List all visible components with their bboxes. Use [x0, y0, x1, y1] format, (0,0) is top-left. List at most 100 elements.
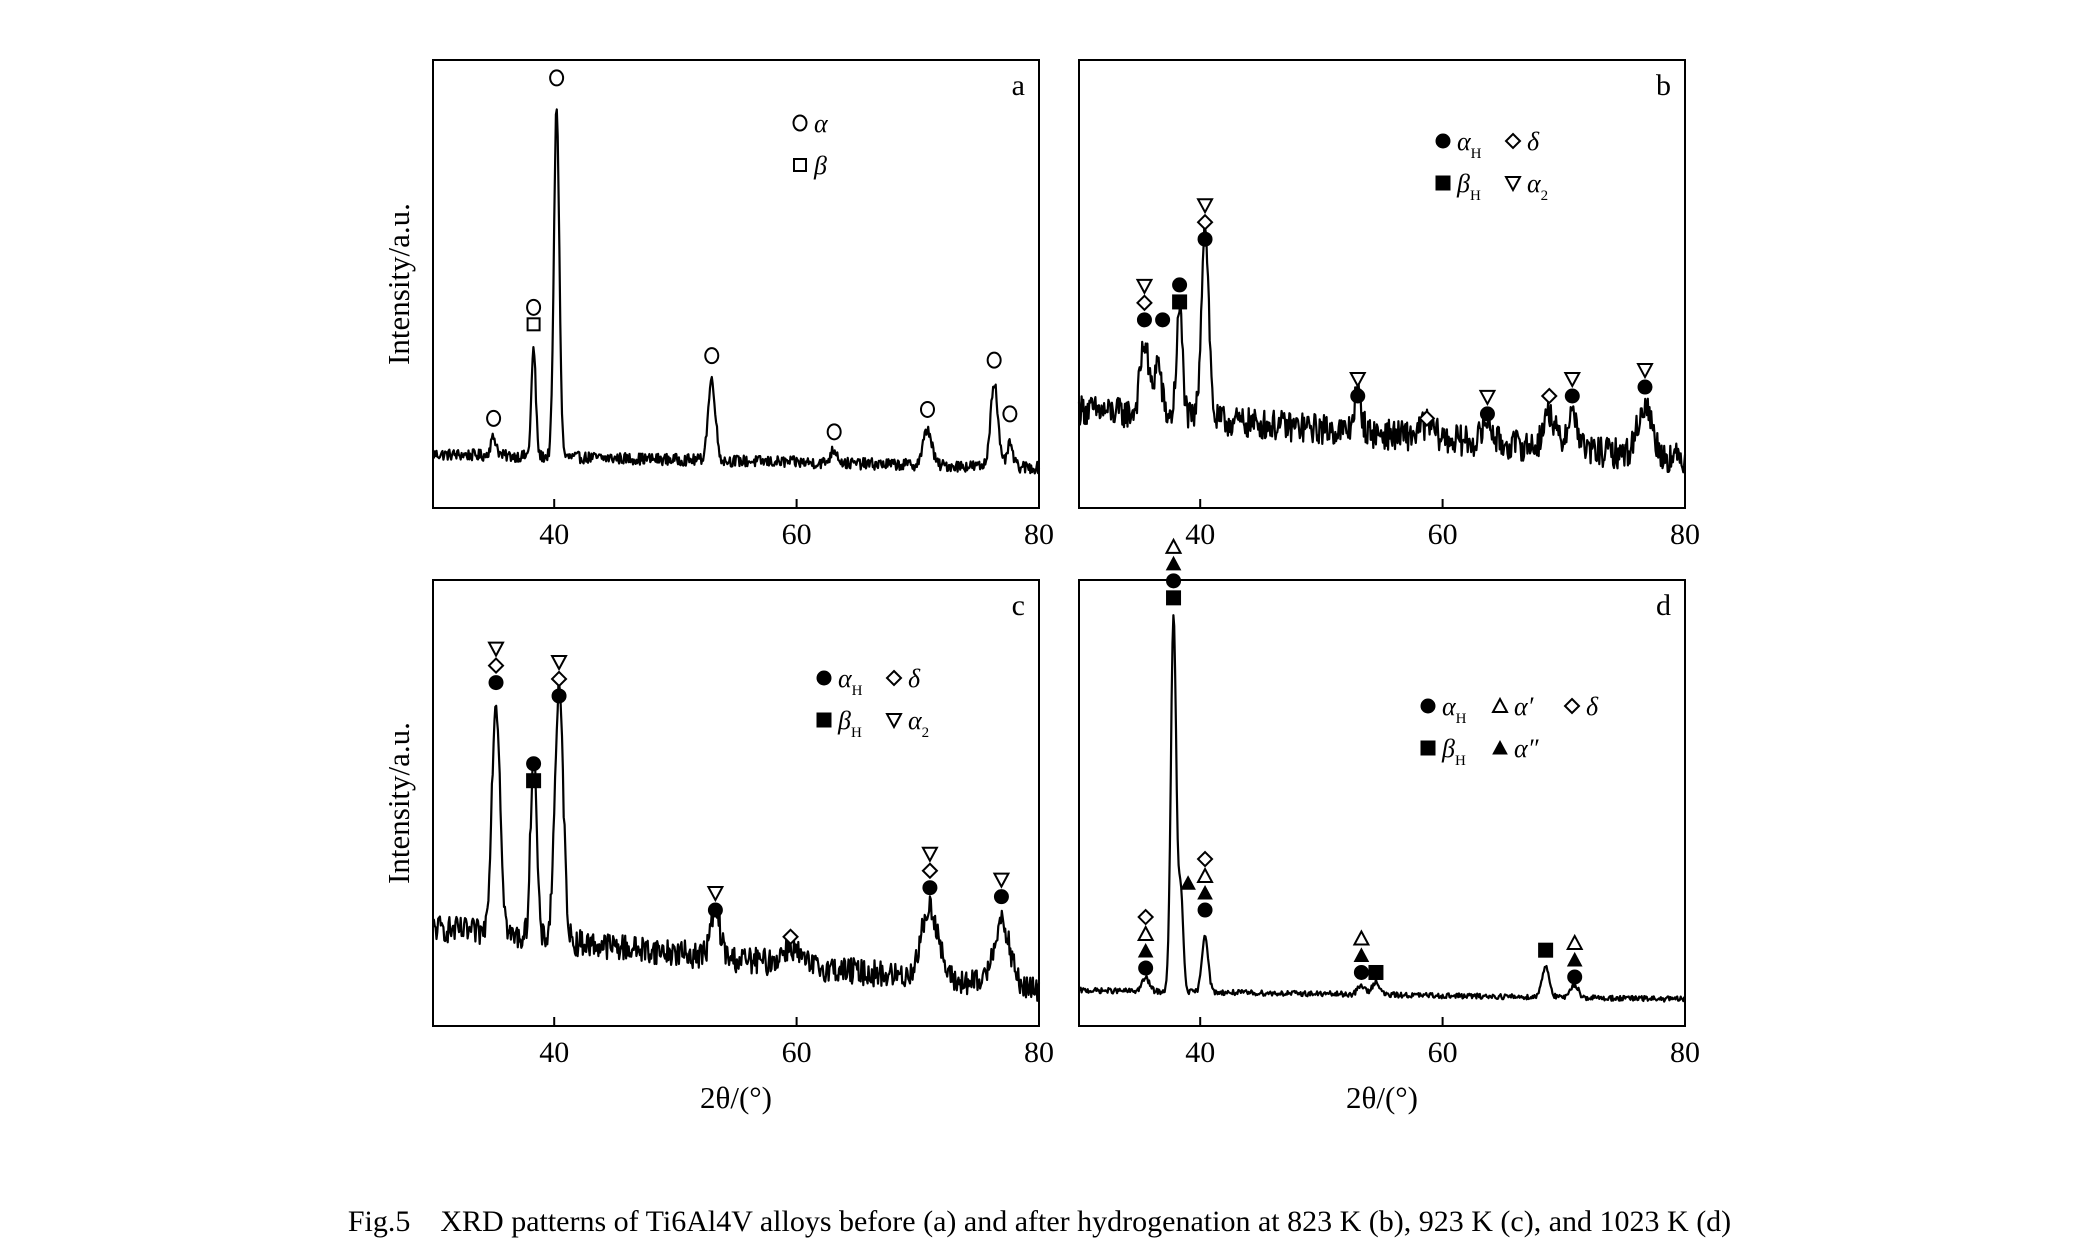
filled-circle-marker [1567, 969, 1583, 985]
peak-annotation [1349, 372, 1367, 404]
filled-triangle-up-marker [1180, 875, 1196, 890]
filled-circle-marker [1197, 231, 1213, 247]
xrd-trace [1078, 614, 1686, 1003]
filled-square-marker [1435, 175, 1451, 191]
open-diamond-marker [1136, 294, 1153, 312]
open-triangle-down-marker [706, 886, 725, 903]
open-triangle-up-marker [1136, 924, 1155, 942]
open-diamond-marker [1563, 697, 1581, 715]
y-axis-label: Intensity/a.u. [381, 722, 416, 884]
peak-annotation [1196, 850, 1214, 918]
legend-label: βH [837, 706, 862, 741]
legend-label: αH [1442, 692, 1467, 727]
legend: αβ [792, 109, 829, 180]
legend-label: α2 [1527, 169, 1548, 204]
peak-annotation [1136, 908, 1155, 976]
filled-circle-marker [1637, 379, 1653, 395]
open-diamond-marker [550, 670, 568, 688]
open-diamond-marker [1504, 132, 1522, 150]
peak-annotation [1540, 387, 1558, 405]
open-circle-marker [1002, 405, 1018, 423]
panels-group: 40 60 80 a Intensity/a.u. αβ 40 60 80 b αH δ βH α2 40 6… [381, 59, 1700, 1115]
open-circle-marker [486, 409, 502, 427]
filled-circle-marker [488, 675, 504, 691]
open-triangle-up-marker [1491, 696, 1509, 713]
plot-frame [1078, 579, 1686, 1027]
open-circle-marker [986, 351, 1002, 369]
peak-annotation [1172, 277, 1188, 310]
open-circle-marker [526, 298, 542, 316]
legend-label: αH [1457, 127, 1482, 162]
panel-letter: d [1656, 589, 1671, 622]
x-tick-label: 40 [539, 1036, 569, 1069]
x-tick-label: 80 [1024, 518, 1054, 551]
panel-b: 40 60 80 b αH δ βH α2 [1077, 59, 1700, 551]
peak-annotation [1135, 278, 1154, 328]
filled-circle-marker [1166, 573, 1182, 589]
legend-label: βH [1456, 169, 1481, 204]
open-triangle-up-marker [1566, 933, 1584, 950]
legend-label: δ [908, 664, 921, 693]
x-tick-label: 80 [1024, 1036, 1054, 1069]
legend-label: α2 [908, 706, 929, 741]
filled-circle-marker [1435, 133, 1451, 149]
xrd-trace [432, 678, 1041, 1002]
open-diamond-marker [1196, 213, 1214, 231]
open-circle-marker [704, 347, 720, 365]
filled-circle-marker [1136, 312, 1152, 328]
peak-annotation [1352, 929, 1371, 980]
peak-annotation [1002, 405, 1018, 423]
peak-annotation [1368, 964, 1384, 980]
peak-annotation [1566, 933, 1584, 985]
filled-triangle-up-marker [1165, 555, 1182, 571]
open-triangle-down-marker [550, 654, 568, 672]
peak-annotation [704, 347, 720, 365]
x-axis-label: 2θ/(°) [1346, 1080, 1418, 1115]
open-triangle-down-marker [1478, 389, 1497, 407]
open-diamond-marker [1418, 409, 1436, 427]
open-triangle-up-marker [1164, 537, 1183, 554]
filled-circle-marker [1155, 312, 1171, 328]
peak-annotation [921, 846, 939, 896]
x-tick-label: 80 [1670, 518, 1700, 551]
open-circle-marker [826, 423, 842, 441]
open-diamond-marker [487, 657, 505, 674]
filled-circle-marker [1172, 277, 1188, 293]
open-diamond-marker [1196, 850, 1214, 868]
open-triangle-down-marker [1196, 198, 1214, 215]
filled-square-marker [1368, 964, 1384, 980]
x-tick-label: 60 [782, 1036, 812, 1069]
filled-square-marker [1166, 590, 1182, 606]
legend: αH δ βH α2 [816, 664, 929, 741]
peak-annotation [706, 886, 725, 918]
xrd-trace [1077, 219, 1687, 474]
filled-square-marker [1538, 942, 1554, 958]
open-triangle-down-marker [885, 713, 903, 730]
legend-label: αH [838, 664, 863, 699]
filled-square-marker [816, 712, 832, 728]
peak-annotation [919, 400, 935, 418]
plot-frame [1078, 59, 1686, 509]
peak-annotation [550, 654, 568, 704]
legend-label: α′ [1514, 692, 1534, 721]
peak-annotation [549, 69, 565, 87]
peak-annotation [1478, 389, 1497, 422]
open-diamond-marker [1540, 387, 1558, 405]
peak-annotation [1563, 372, 1581, 404]
filled-circle-marker [1420, 698, 1436, 714]
xrd-trace [431, 108, 1041, 475]
filled-circle-marker [1138, 960, 1154, 976]
peak-annotation [1418, 409, 1436, 427]
plot-frame [432, 59, 1040, 509]
peak-annotation [487, 641, 505, 691]
open-triangle-down-marker [487, 641, 505, 658]
open-diamond-marker [885, 669, 903, 687]
open-diamond-marker [782, 928, 799, 946]
filled-square-marker [526, 773, 542, 789]
x-tick-label: 40 [1185, 1036, 1215, 1069]
plot-frame [432, 579, 1040, 1027]
open-triangle-down-marker [1349, 372, 1367, 389]
legend-label: βH [1441, 734, 1466, 769]
panel-a: 40 60 80 a Intensity/a.u. αβ [381, 59, 1054, 551]
open-square-marker [793, 158, 807, 172]
